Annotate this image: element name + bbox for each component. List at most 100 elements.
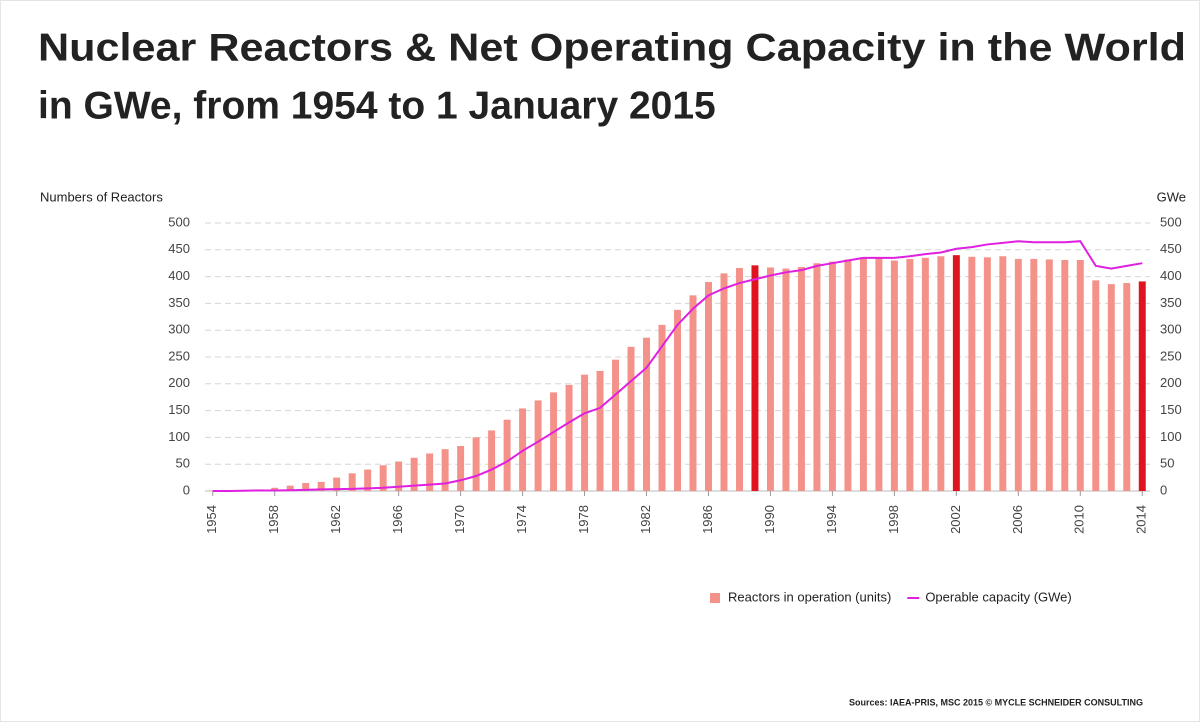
- chart-title: in GWe, from 1954 to 1 January 2015: [38, 84, 716, 127]
- x-tick-label: 1966: [390, 505, 405, 534]
- bar: [952, 255, 960, 491]
- y2-tick-label: 250: [1160, 348, 1182, 363]
- legend-label: Operable capacity (GWe): [925, 589, 1071, 604]
- bar: [766, 267, 774, 491]
- bar: [1138, 281, 1146, 491]
- bar: [612, 359, 620, 491]
- bar: [472, 437, 480, 491]
- chart-title: Nuclear Reactors & Net Operating Capacit…: [38, 26, 1186, 69]
- bar: [906, 258, 914, 491]
- x-tick-label: 1990: [762, 505, 777, 534]
- bar: [457, 445, 465, 491]
- bar: [720, 273, 728, 491]
- bar: [1076, 259, 1084, 491]
- bar: [302, 482, 310, 491]
- bar: [735, 268, 743, 491]
- y-tick-label: 0: [183, 482, 190, 497]
- bar: [890, 260, 898, 491]
- bar: [643, 337, 651, 491]
- y2-axis-label: GWe: [1157, 189, 1186, 204]
- x-tick-label: 2006: [1010, 505, 1025, 534]
- bar: [565, 384, 573, 491]
- x-tick-label: 1982: [638, 505, 653, 534]
- bar: [921, 257, 929, 491]
- bar: [596, 370, 604, 491]
- bar: [534, 400, 542, 491]
- bar: [550, 392, 558, 491]
- y-tick-label: 100: [168, 429, 190, 444]
- legend-label: Reactors in operation (units): [728, 589, 891, 604]
- bar: [875, 258, 883, 491]
- y2-tick-label: 0: [1160, 482, 1167, 497]
- y-tick-label: 300: [168, 322, 190, 337]
- bar: [674, 309, 681, 491]
- bar: [1030, 258, 1038, 491]
- legend: Reactors in operation (units) Operable ca…: [710, 589, 1072, 604]
- y-axis-label: Numbers of Reactors: [40, 189, 163, 204]
- bar: [813, 263, 821, 491]
- y2-tick-label: 300: [1160, 322, 1182, 337]
- bar: [581, 374, 589, 491]
- x-tick-label: 1994: [824, 505, 839, 534]
- x-tick-label: 1998: [886, 505, 901, 534]
- x-tick-label: 1954: [204, 505, 219, 534]
- y2-tick-label: 400: [1160, 268, 1182, 283]
- y-tick-label: 350: [168, 295, 190, 310]
- bar: [1123, 283, 1131, 491]
- bar: [441, 449, 449, 491]
- x-tick-label: 2014: [1134, 505, 1149, 534]
- bar: [395, 461, 403, 491]
- x-tick-label: 1962: [328, 505, 343, 534]
- y2-tick-label: 500: [1160, 214, 1182, 229]
- x-tick-label: 1958: [266, 505, 281, 534]
- y-tick-label: 500: [168, 214, 190, 229]
- bar: [1045, 259, 1053, 491]
- x-tick-label: 2010: [1072, 505, 1087, 534]
- bar: [364, 469, 372, 491]
- bar: [937, 256, 945, 491]
- bar: [1092, 280, 1100, 491]
- bar: [999, 256, 1007, 491]
- y2-tick-label: 200: [1160, 375, 1182, 390]
- y-tick-label: 50: [176, 456, 190, 471]
- source: Sources: IAEA-PRIS, MSC 2015 © MYCLE SCH…: [849, 697, 1143, 707]
- x-tick-label: 1978: [576, 505, 591, 534]
- y-tick-label: 250: [168, 348, 190, 363]
- y2-tick-label: 100: [1160, 429, 1182, 444]
- x-tick-label: 1970: [452, 505, 467, 534]
- bar: [689, 295, 697, 491]
- bar: [751, 265, 759, 491]
- bar: [1014, 258, 1022, 491]
- bar: [627, 346, 635, 491]
- bar: [503, 419, 511, 491]
- x-tick-label: 2002: [948, 505, 963, 534]
- y2-tick-label: 450: [1160, 241, 1182, 256]
- x-tick-label: 1974: [514, 505, 529, 534]
- bar: [317, 481, 325, 491]
- y-tick-label: 450: [168, 241, 190, 256]
- y2-tick-label: 350: [1160, 295, 1182, 310]
- bar: [704, 281, 712, 491]
- y-tick-label: 400: [168, 268, 190, 283]
- bar: [797, 266, 805, 491]
- bar: [379, 465, 387, 491]
- bar: [286, 485, 294, 491]
- y2-tick-label: 150: [1160, 402, 1182, 417]
- bar: [658, 324, 666, 491]
- bar: [1061, 259, 1069, 491]
- bar: [859, 257, 867, 491]
- bar: [983, 257, 991, 491]
- bar: [828, 261, 836, 491]
- bar: [1107, 284, 1115, 491]
- bar: [333, 477, 341, 491]
- y-tick-label: 200: [168, 375, 190, 390]
- bar: [844, 259, 852, 491]
- bar: [348, 473, 356, 491]
- y-tick-label: 150: [168, 402, 190, 417]
- bar: [968, 256, 976, 491]
- bar: [782, 268, 790, 491]
- bar: [271, 487, 279, 491]
- x-tick-label: 1986: [700, 505, 715, 534]
- legend-swatch: [710, 593, 720, 603]
